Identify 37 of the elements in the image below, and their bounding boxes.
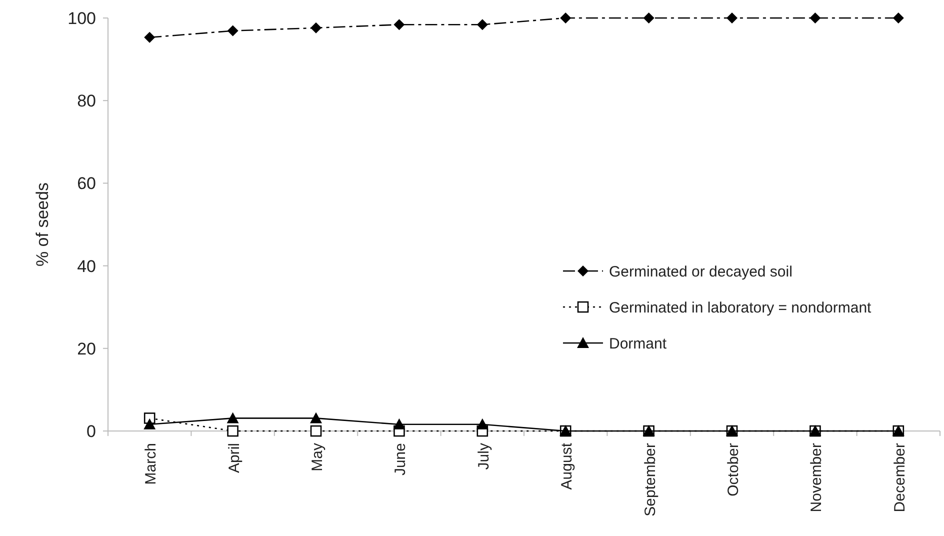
x-tick-label: June (392, 443, 410, 476)
point (393, 418, 406, 430)
legend-label: Germinated or decayed soil (609, 263, 792, 280)
point (643, 12, 654, 24)
point (144, 32, 156, 43)
point (144, 418, 156, 430)
point (310, 22, 322, 34)
y-tick-label: 40 (77, 256, 96, 276)
x-tick-label: July (475, 442, 492, 470)
point (394, 19, 405, 30)
legend-label: Dormant (609, 335, 668, 352)
point (810, 12, 821, 24)
y-tick-label: 0 (86, 422, 96, 441)
point (476, 19, 488, 30)
y-tick-label: 60 (77, 174, 96, 194)
x-tick-label: December (891, 443, 908, 512)
legend-label: Germinated in laboratory = nondormant (609, 299, 872, 316)
point (227, 425, 238, 437)
point (476, 418, 488, 430)
y-axis-title: % of seeds (33, 182, 52, 267)
point (310, 412, 322, 424)
point (227, 25, 238, 36)
x-tick-label: September (642, 442, 659, 516)
x-tick-label: April (226, 443, 243, 474)
point (310, 425, 322, 437)
x-tick-label: March (142, 443, 160, 485)
point (726, 12, 738, 24)
x-tick-label: August (558, 442, 576, 490)
y-tick-label: 80 (77, 92, 96, 111)
x-tick-label: October (725, 443, 742, 496)
point (226, 412, 239, 424)
x-tick-label: May (309, 442, 326, 472)
y-tick-label: 100 (68, 8, 96, 28)
point (892, 12, 904, 24)
x-tick-label: November (808, 443, 826, 512)
y-tick-label: 20 (77, 339, 96, 358)
point (560, 12, 572, 24)
